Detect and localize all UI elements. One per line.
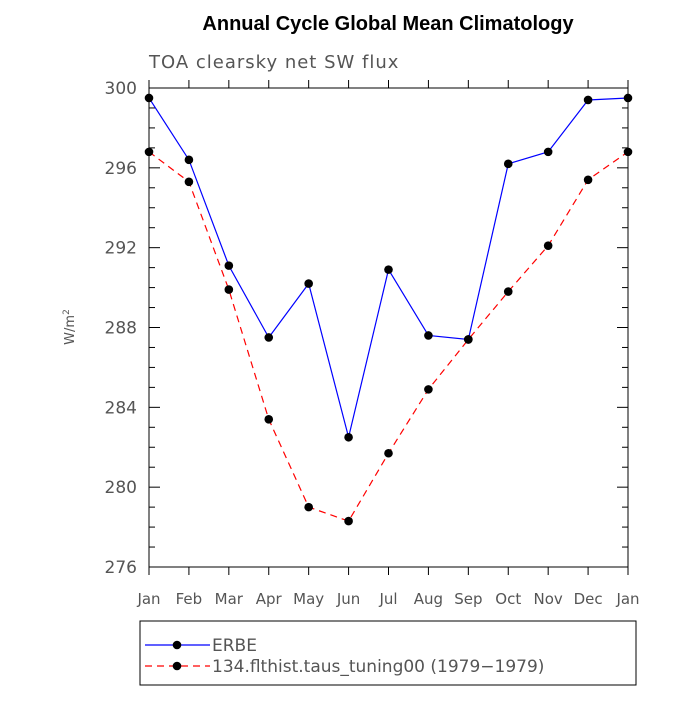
y-axis-label-superscript: 2 [62, 309, 72, 315]
series-2-point [464, 335, 473, 344]
legend-label-2: 134.flthist.taus_tuning00 (1979−1979) [212, 657, 544, 677]
series-2-point [424, 385, 433, 394]
series-2-point [543, 241, 553, 250]
x-tick-label: Apr [256, 590, 283, 608]
x-tick-label: Mar [215, 590, 244, 608]
series-2-point [144, 147, 154, 157]
y-tick-label: 276 [105, 558, 137, 578]
series-2-point [503, 287, 513, 296]
series-2-point [623, 147, 633, 157]
series-1 [144, 93, 633, 442]
x-tick-label: Jun [336, 590, 360, 608]
x-tick-label: Jan [615, 590, 639, 608]
x-tick-label: Jan [136, 590, 160, 608]
series-1-point [304, 279, 313, 288]
chart-title: Annual Cycle Global Mean Climatology [202, 13, 574, 35]
legend-marker-2 [172, 661, 182, 671]
legend-label-1: ERBE [212, 636, 257, 656]
x-tick-label: Jul [378, 590, 397, 608]
axis-ticks: 276 280 284 288 292 296 300 Jan Feb Mar Apr May Jun J… [105, 79, 640, 608]
x-tick-label: Nov [534, 590, 563, 608]
series-1-point [503, 159, 513, 169]
plot-frame [148, 87, 629, 568]
x-tick-label: Feb [176, 590, 203, 608]
series-2-point [583, 175, 593, 185]
y-axis-label: W/m2 [62, 309, 78, 345]
series-1-point [264, 333, 274, 342]
series-1-point [184, 155, 194, 165]
legend-marker-1 [172, 640, 182, 650]
series-1-point [144, 93, 154, 103]
series-2 [144, 147, 633, 526]
y-tick-label: 288 [105, 319, 137, 339]
series-2-point [184, 177, 194, 187]
x-tick-label: Dec [574, 590, 603, 608]
chart-subtitle: TOA clearsky net SW flux [148, 52, 399, 73]
series-1-point [224, 261, 234, 270]
y-tick-label: 296 [105, 159, 137, 179]
y-axis-label-base: W/m [63, 315, 78, 345]
series-2-point [304, 502, 313, 512]
x-tick-label: May [293, 590, 324, 608]
series-1-point [384, 265, 393, 274]
legend-box [139, 620, 637, 686]
series-1-point [344, 432, 353, 442]
series-2-point [344, 516, 353, 526]
series-2-point [384, 448, 393, 458]
y-tick-label: 300 [105, 79, 137, 99]
series-1-point [583, 95, 593, 105]
y-tick-label: 284 [105, 398, 137, 418]
y-tick-label: 292 [105, 239, 137, 259]
x-tick-label: Aug [414, 590, 443, 608]
x-tick-label: Sep [454, 590, 482, 608]
series-1-point [543, 147, 553, 157]
y-tick-label: 280 [105, 478, 137, 498]
series-layer [144, 93, 633, 526]
x-tick-label: Oct [495, 590, 521, 608]
series-1-point [424, 331, 433, 340]
series-1-point [623, 93, 633, 103]
series-2-line [148, 151, 629, 522]
series-2-point [224, 285, 234, 294]
series-2-point [264, 415, 274, 424]
